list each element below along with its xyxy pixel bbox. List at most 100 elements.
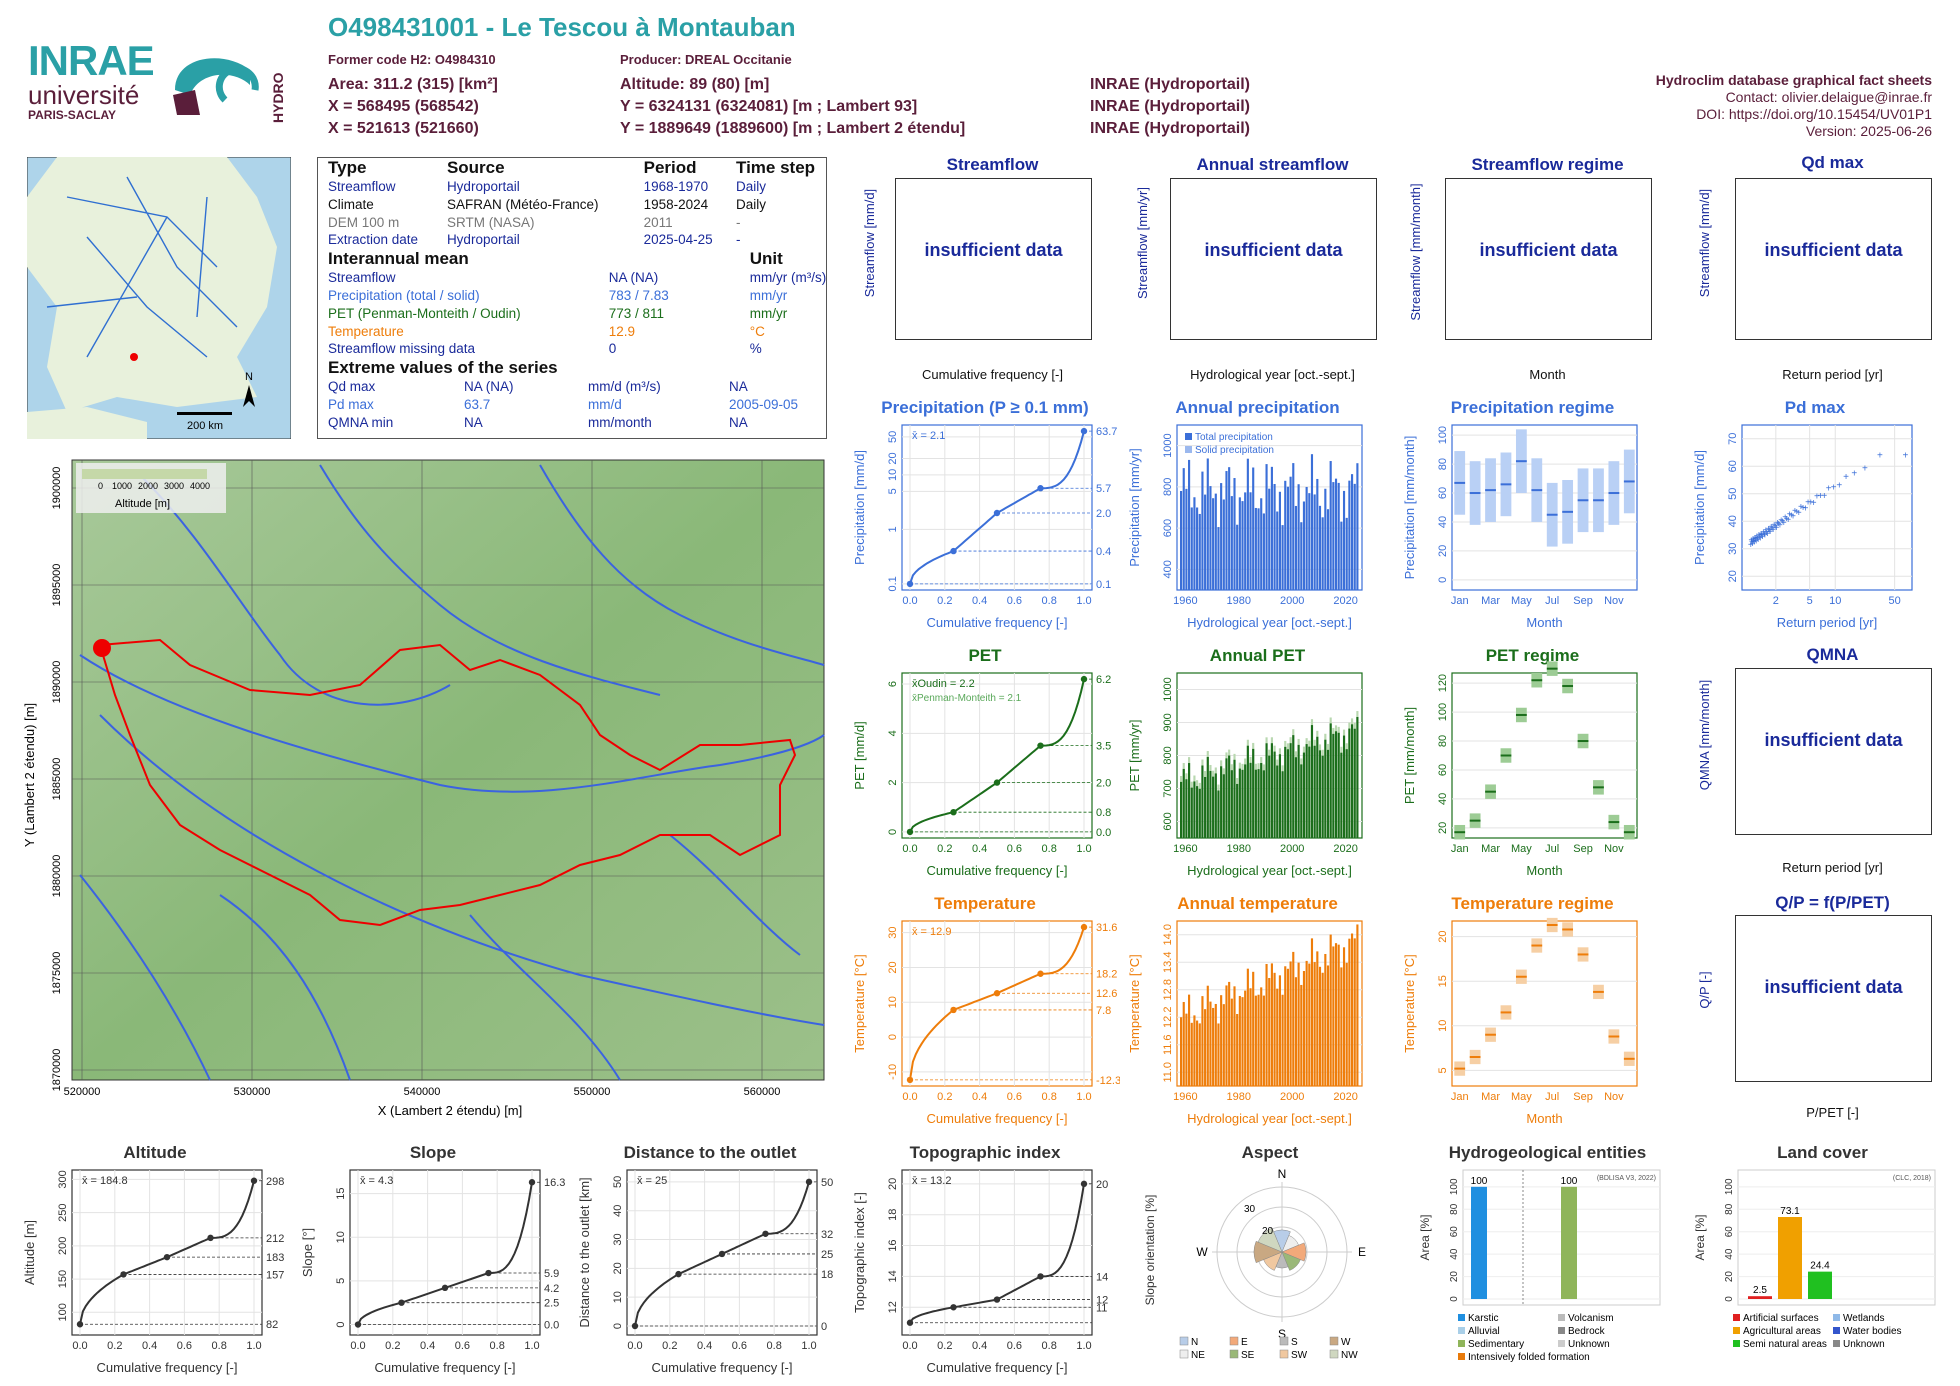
alt-legend-tick: 1000: [112, 481, 132, 491]
bar: [1297, 744, 1300, 838]
source-1: INRAE (Hydroportail): [1090, 76, 1250, 93]
bar: [1561, 1186, 1577, 1299]
quantile-point: [993, 1296, 1001, 1303]
x-lambert93: X = 568495 (568542): [328, 98, 479, 115]
database-info: Hydroclim database graphical fact sheets…: [1656, 72, 1932, 140]
interannual-heading: Interannual mean: [328, 249, 469, 269]
bar: [1350, 724, 1354, 838]
quantile-label: 0.1: [1096, 579, 1111, 591]
y-tick-label: 0: [1437, 577, 1449, 583]
chart-title: Annual precipitation: [1175, 398, 1339, 417]
legend-label: NW: [1341, 1350, 1358, 1361]
bar: [1201, 471, 1204, 590]
bar: [1748, 1296, 1772, 1299]
bar: [1348, 728, 1351, 838]
y-tick-label: 60: [1437, 487, 1449, 499]
cell: Streamflow missing data: [328, 341, 476, 357]
cell: Extraction date: [328, 232, 419, 248]
bar: [1222, 499, 1225, 590]
y-tick-label: 20: [1437, 822, 1449, 834]
legend-swatch: [1458, 1353, 1465, 1360]
x-tick-label: 0.0: [72, 1340, 87, 1352]
annual-streamflow-ylabel: Streamflow [mm/yr]: [1135, 187, 1150, 299]
distance-chart: Distance to the outlet Cumulative frequen…: [577, 1143, 833, 1375]
y-tick-label: 12: [887, 1301, 899, 1313]
bar: [1222, 1004, 1225, 1086]
bar: [1276, 988, 1279, 1086]
direction-label: W: [1196, 1245, 1208, 1259]
hydrogeo-chart: Hydrogeological entities Area [%] (BDLISA …: [1418, 1143, 1661, 1363]
x-tick-label: 0.0: [902, 595, 917, 607]
cell: Daily: [736, 179, 767, 194]
bar: [1308, 963, 1311, 1086]
bar: [1212, 1007, 1215, 1086]
x-tick-label: 0.0: [350, 1340, 365, 1352]
data-point: +: [1769, 524, 1775, 535]
y-tick-label: 80: [1437, 735, 1449, 747]
quantile-label: 82: [266, 1319, 278, 1331]
y-tick-label: 13.4: [1162, 952, 1174, 973]
bar: [1193, 1015, 1196, 1086]
data-point: +: [1751, 536, 1757, 547]
bar: [1220, 766, 1223, 838]
bar: [1268, 977, 1271, 1086]
x-lambert2: X = 521613 (521660): [328, 120, 479, 137]
legend-swatch: [1329, 1349, 1339, 1359]
quantile-point: [120, 1271, 127, 1278]
bar: [1260, 987, 1263, 1086]
legend-label: E: [1241, 1337, 1248, 1348]
bar: [1220, 995, 1223, 1086]
data-point: +: [1757, 532, 1763, 543]
bar: [1233, 986, 1236, 1086]
y-tick-label: 14: [887, 1270, 899, 1282]
legend-swatch: [1833, 1340, 1840, 1347]
cell: Streamflow: [328, 179, 396, 194]
y-tick-label: 20: [887, 961, 899, 973]
bar: [1289, 476, 1292, 590]
y-tick-label: 18: [887, 1209, 899, 1221]
bar-label: 2.5: [1753, 1285, 1767, 1296]
bar: [1182, 1001, 1185, 1086]
quantile-point: [1080, 427, 1088, 435]
y-axis-label: Slope [°]: [300, 1228, 315, 1277]
bar: [1265, 963, 1268, 1086]
legend-swatch: [1558, 1340, 1565, 1347]
month-tick: May: [1511, 595, 1532, 607]
bar: [1246, 458, 1249, 590]
bar: [1204, 776, 1207, 838]
station-info-table: Type Source Period Time step Streamflow Hydr…: [317, 157, 827, 439]
cell: 2011: [643, 214, 673, 230]
quantile-point: [993, 779, 1001, 786]
quantile-label: 16.3: [544, 1177, 565, 1189]
x-tick-label: 0.0: [627, 1340, 642, 1352]
bar: [1292, 463, 1295, 590]
quantile-label: 18: [821, 1269, 833, 1281]
bar: [1190, 1022, 1193, 1086]
quantile-point: [805, 1178, 813, 1186]
bar: [1294, 757, 1298, 838]
y-tick: 1870000: [51, 1049, 63, 1092]
month-tick: May: [1511, 843, 1532, 855]
x-tick-label: 1.0: [246, 1340, 261, 1352]
source-2: INRAE (Hydroportail): [1090, 98, 1250, 115]
bar: [1305, 486, 1308, 590]
bar: [1340, 967, 1343, 1086]
annual-streamflow-xlabel: Hydrological year [oct.-sept.]: [1190, 367, 1355, 382]
data-point: +: [1821, 491, 1827, 502]
data-point: +: [1776, 519, 1782, 530]
bar: [1289, 961, 1292, 1086]
bar: [1214, 773, 1217, 838]
bar: [1284, 480, 1287, 590]
annual-temperature-chart: Annual temperature Hydrological year [oct…: [1127, 894, 1363, 1126]
bar: [1209, 1001, 1212, 1086]
insufficient-text: insufficient data: [1764, 977, 1903, 997]
bar: [1230, 496, 1233, 590]
legend-swatch: [1179, 1349, 1189, 1359]
bar: [1310, 938, 1314, 1086]
y-tick-label: 30: [887, 927, 899, 939]
cell: Daily: [736, 196, 767, 212]
direction-label: S: [1278, 1327, 1286, 1341]
bar: [1300, 764, 1303, 838]
x-tick-label: 1980: [1227, 843, 1251, 855]
y-tick-label: 60: [1449, 1226, 1460, 1238]
